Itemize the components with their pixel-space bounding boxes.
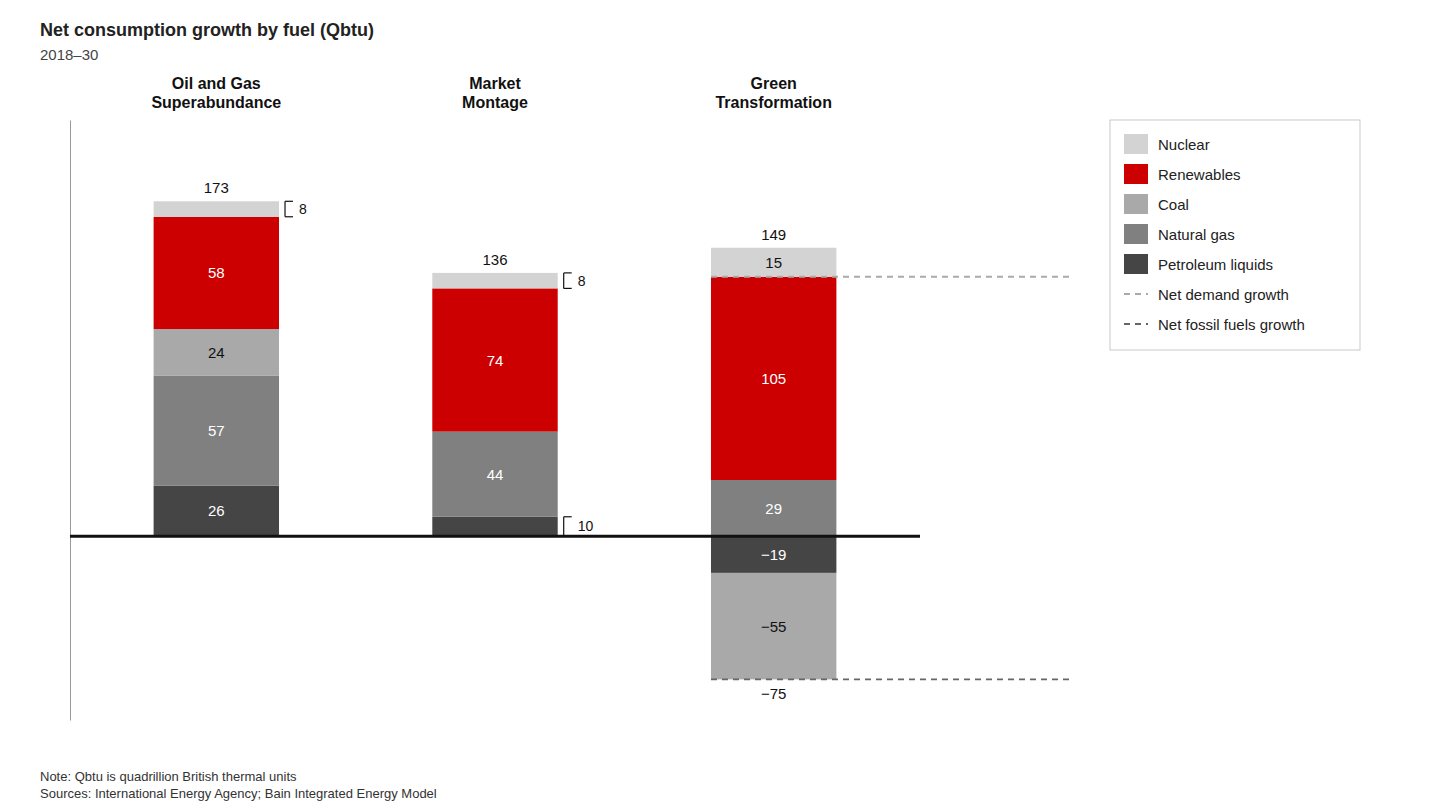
category-label: GreenTransformation — [715, 75, 831, 111]
plot-area — [70, 201, 1073, 679]
total-label: 149 — [761, 226, 786, 243]
legend-swatch — [1124, 224, 1148, 244]
legend-swatch — [1124, 164, 1148, 184]
legend-swatch — [1124, 323, 1148, 325]
data-label: 29 — [765, 500, 782, 517]
total-label: −75 — [761, 685, 786, 702]
data-label: 74 — [487, 352, 504, 369]
bar-segment — [711, 536, 836, 573]
note: Note: Qbtu is quadrillion British therma… — [40, 769, 437, 801]
labels: 26 10 −19 57 44 29 24 −55 58 74 105 8 8 15 173 136 149 −7… — [204, 179, 787, 701]
bar-segment — [432, 517, 557, 536]
legend-label: Renewables — [1158, 166, 1241, 183]
bracket-line — [564, 536, 572, 537]
bracket — [285, 201, 293, 216]
bar-segment — [711, 480, 836, 536]
bracket-line — [563, 273, 564, 288]
bracket-line — [284, 201, 285, 216]
category-label: MarketMontage — [462, 75, 528, 111]
reference-line — [711, 276, 1073, 278]
legend-label: Net fossil fuels growth — [1158, 316, 1305, 333]
bracket — [564, 273, 572, 288]
data-label: 10 — [578, 518, 594, 534]
bracket-line — [564, 516, 572, 517]
legend-swatch — [1124, 134, 1148, 154]
bracket-line — [564, 272, 572, 273]
bar-segment — [711, 248, 836, 277]
y-axis — [70, 121, 71, 721]
legend-swatch — [1124, 194, 1148, 214]
chart: Net consumption growth by fuel (Qbtu) 201… — [0, 0, 1440, 810]
bar-segment — [154, 329, 279, 375]
legend-item: Petroleum liquids — [1124, 254, 1273, 274]
data-label: 44 — [487, 466, 504, 483]
bar-segment — [432, 288, 557, 431]
zero-line — [70, 535, 920, 538]
data-label: 58 — [208, 264, 225, 281]
legend-label: Nuclear — [1158, 136, 1210, 153]
legend-label: Natural gas — [1158, 226, 1235, 243]
category-label: Oil and GasSuperabundance — [151, 75, 281, 111]
legend: Nuclear Renewables Coal Natural gas Petroleu… — [1110, 120, 1360, 350]
x-tick: Oil and GasSuperabundance — [151, 75, 281, 111]
legend-item: Net demand growth — [1124, 286, 1289, 303]
bar-segment — [711, 277, 836, 480]
legend-item: Natural gas — [1124, 224, 1235, 244]
legend-label: Petroleum liquids — [1158, 256, 1273, 273]
data-label: 24 — [208, 344, 225, 361]
total-label: 136 — [482, 251, 507, 268]
bar-segment — [154, 375, 279, 485]
bar-segment — [432, 273, 557, 288]
data-label: 26 — [208, 502, 225, 519]
bar-segment — [154, 217, 279, 329]
data-label: 8 — [578, 273, 586, 289]
bracket-line — [563, 517, 564, 536]
subtitle: 2018–30 — [40, 46, 98, 63]
legend-item: Net fossil fuels growth — [1124, 316, 1305, 333]
bracket — [564, 517, 572, 536]
data-label: −19 — [761, 546, 786, 563]
legend-item: Coal — [1124, 194, 1189, 214]
total-label: 173 — [204, 179, 229, 196]
legend-item: Nuclear — [1124, 134, 1210, 154]
data-label: 57 — [208, 422, 225, 439]
x-tick: MarketMontage — [462, 75, 528, 111]
legend-frame — [1110, 120, 1360, 350]
data-label: −55 — [761, 618, 786, 635]
legend-label: Coal — [1158, 196, 1189, 213]
legend-swatch — [1124, 293, 1148, 295]
data-label: 15 — [765, 254, 782, 271]
legend-label: Net demand growth — [1158, 286, 1289, 303]
legend-swatch — [1124, 254, 1148, 274]
legend-item: Renewables — [1124, 164, 1241, 184]
title: Net consumption growth by fuel (Qbtu) — [40, 20, 374, 40]
x-axis: Oil and GasSuperabundance MarketMontage Gr… — [151, 75, 832, 111]
bracket-line — [564, 288, 572, 289]
bar-segment — [154, 201, 279, 216]
bracket-line — [285, 216, 293, 217]
bar-segment — [711, 573, 836, 679]
data-label: 8 — [299, 201, 307, 217]
bar-segment — [432, 432, 557, 517]
y-axis-line — [70, 121, 71, 721]
bar-segment — [154, 486, 279, 536]
reference-line — [711, 678, 1073, 680]
bracket-line — [285, 201, 293, 202]
x-tick: GreenTransformation — [715, 75, 831, 111]
data-label: 105 — [761, 370, 786, 387]
